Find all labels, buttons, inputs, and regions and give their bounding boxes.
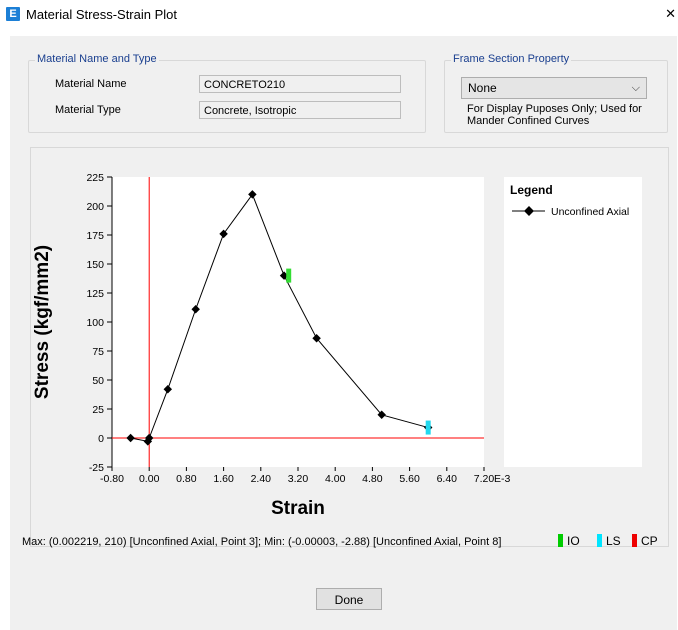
material-group-legend: Material Name and Type (35, 53, 159, 65)
hinge-marker-io (286, 268, 292, 283)
y-tick-label: 0 (98, 433, 104, 445)
legend-box (504, 177, 642, 467)
x-unit-suffix: E-3 (494, 473, 511, 485)
frame-section-note: For Display Puposes Only; Used for Mande… (467, 103, 642, 127)
x-tick-label: -0.80 (100, 473, 124, 485)
title-bar: E Material Stress-Strain Plot ✕ (0, 0, 678, 28)
data-point (219, 229, 228, 239)
frame-section-note-line1: For Display Puposes Only; Used for (467, 103, 642, 115)
y-tick-label: 175 (86, 230, 104, 242)
x-tick-label: 1.60 (213, 473, 234, 485)
y-tick-label: 100 (86, 317, 104, 329)
material-name-field[interactable]: CONCRETO210 (199, 75, 401, 93)
key-ls: LS (597, 534, 621, 548)
data-point (279, 271, 289, 280)
x-axis-label: Strain (271, 498, 325, 519)
y-tick-label: 150 (86, 259, 104, 271)
y-tick-label: 125 (86, 288, 104, 300)
x-tick-label: 6.40 (437, 473, 458, 485)
frame-section-legend: Frame Section Property (451, 53, 572, 65)
key-ls-label: LS (606, 534, 621, 548)
frame-section-value: None (468, 81, 497, 95)
material-type-label: Material Type (55, 104, 121, 116)
window-title: Material Stress-Strain Plot (26, 7, 177, 22)
y-tick-label: 75 (92, 346, 104, 358)
x-tick-label: 4.00 (325, 473, 346, 485)
x-tick-label: 2.40 (251, 473, 272, 485)
hinge-marker-ls (425, 420, 431, 435)
cp-color-swatch (632, 534, 637, 547)
data-point (163, 385, 173, 394)
x-tick-label: 4.80 (362, 473, 383, 485)
plot-background (112, 177, 484, 467)
data-point (144, 433, 154, 443)
done-button[interactable]: Done (316, 588, 382, 610)
key-io: IO (558, 534, 580, 548)
close-icon[interactable]: ✕ (665, 6, 676, 21)
y-tick-label: 225 (86, 172, 104, 184)
key-cp: CP (632, 534, 658, 548)
key-cp-label: CP (641, 534, 658, 548)
y-tick-label: 25 (92, 404, 104, 416)
io-color-swatch (558, 534, 563, 547)
material-name-label: Material Name (55, 78, 127, 90)
y-axis-label: Stress (kgf/mm2) (32, 245, 53, 399)
x-tick-label: 0.00 (139, 473, 160, 485)
frame-section-select[interactable]: None ⌵ (461, 77, 647, 99)
legend-title: Legend (510, 183, 553, 197)
y-tick-label: 50 (92, 375, 104, 387)
data-point (377, 410, 386, 420)
data-point (191, 304, 200, 314)
legend-series-label: Unconfined Axial (551, 206, 629, 218)
material-type-field[interactable]: Concrete, Isotropic (199, 101, 401, 119)
data-point (248, 190, 257, 199)
ls-color-swatch (597, 534, 602, 547)
app-icon: E (6, 7, 20, 21)
material-group: Material Name and Type Material Name CON… (28, 53, 426, 133)
x-tick-label: 7.20 (474, 473, 495, 485)
data-point (312, 333, 321, 343)
frame-section-note-line2: Mander Confined Curves (467, 115, 590, 127)
key-io-label: IO (567, 534, 580, 548)
y-tick-label: -25 (89, 462, 104, 474)
status-text: Max: (0.002219, 210) [Unconfined Axial, … (22, 536, 502, 548)
x-tick-label: 0.80 (176, 473, 197, 485)
x-tick-label: 5.60 (399, 473, 420, 485)
chevron-down-icon: ⌵ (631, 82, 640, 94)
legend-series-marker (524, 206, 534, 216)
frame-section-group: Frame Section Property None ⌵ For Displa… (444, 53, 668, 133)
x-tick-label: 3.20 (288, 473, 309, 485)
y-tick-label: 200 (86, 201, 104, 213)
